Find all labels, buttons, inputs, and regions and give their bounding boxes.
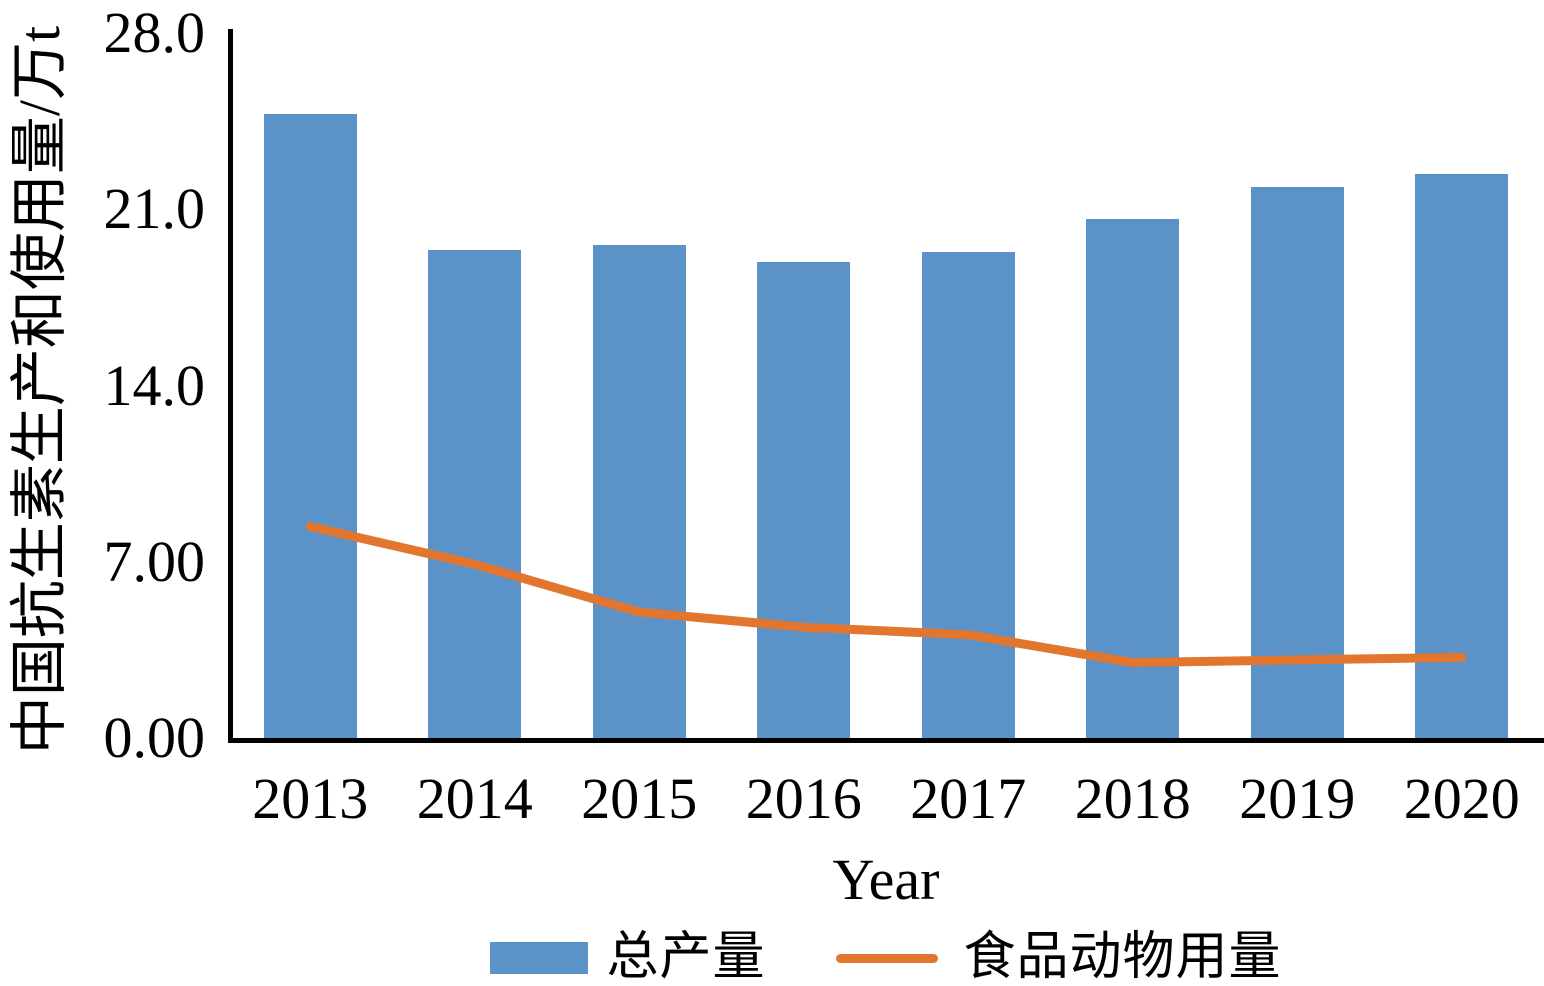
y-axis-line [228, 29, 233, 743]
x-axis-line [228, 738, 1544, 743]
x-tick-2013: 2013 [252, 766, 369, 831]
x-tick-2019: 2019 [1239, 766, 1356, 831]
bar-2013 [263, 113, 357, 738]
bar-2015 [592, 244, 686, 738]
x-tick-2015: 2015 [581, 766, 698, 831]
bar-2014 [428, 249, 522, 738]
legend-item-usage: 食品动物用量 [835, 929, 1282, 986]
legend-label-production: 总产量 [606, 929, 766, 986]
bar-2020 [1415, 174, 1509, 738]
y-tick-14: 14.0 [103, 353, 206, 418]
x-axis-title: Year [832, 847, 940, 912]
legend-line-swatch [835, 953, 938, 963]
bar-2017 [921, 252, 1015, 738]
bar-2019 [1250, 186, 1344, 738]
y-tick-28: 28.0 [103, 0, 206, 65]
legend-item-production: 总产量 [490, 932, 765, 984]
x-tick-2014: 2014 [416, 766, 533, 831]
legend: 总产量 食品动物用量 [228, 932, 1544, 984]
x-tick-2016: 2016 [745, 766, 862, 831]
x-tick-2020: 2020 [1403, 766, 1520, 831]
x-tick-2018: 2018 [1074, 766, 1191, 831]
y-tick-21: 21.0 [103, 176, 206, 241]
y-tick-7: 7.00 [103, 529, 206, 594]
bar-2018 [1086, 219, 1180, 738]
x-tick-2017: 2017 [910, 766, 1027, 831]
legend-label-usage: 食品动物用量 [963, 929, 1282, 986]
legend-bar-swatch [490, 942, 589, 974]
bar-2016 [757, 262, 851, 738]
y-tick-0: 0.00 [103, 705, 206, 770]
